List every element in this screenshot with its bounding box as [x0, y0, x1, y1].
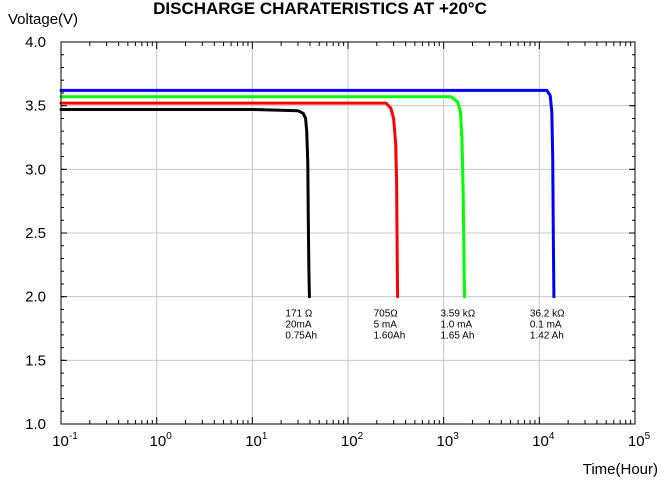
x-tick-base: 10 — [437, 433, 454, 450]
plot-frame — [60, 41, 636, 425]
x-tick-exponent: 0 — [166, 431, 172, 442]
y-tick-label: 4.0 — [25, 34, 46, 51]
curve-annotation-line: 705Ω — [374, 309, 399, 320]
y-tick-label: 3.0 — [25, 161, 46, 178]
discharge-curve-1 — [59, 108, 311, 299]
curve-annotation-line: 1.65 Ah — [440, 331, 474, 342]
curve-annotation-line: 5 mA — [374, 320, 398, 331]
x-tick-label: 103 — [437, 431, 460, 450]
curve-annotation-line: 36.2 kΩ — [530, 309, 565, 320]
series-layer — [59, 88, 556, 299]
x-tick-base: 10 — [245, 433, 262, 450]
y-tick-label: 2.0 — [25, 289, 46, 306]
x-tick-base: 10 — [532, 433, 549, 450]
chart-title: DISCHARGE CHARATERISTICS AT +20°C — [153, 0, 487, 18]
discharge-curve-4 — [59, 88, 556, 299]
curve-annotation-line: 1.0 mA — [440, 320, 472, 331]
curve-annotation-line: 20mA — [285, 320, 311, 331]
y-tick-label: 1.0 — [25, 416, 46, 433]
y-tick-label: 3.5 — [25, 98, 46, 115]
x-tick-labels: 10-1 100 101 102 103 104 105 — [52, 431, 650, 450]
x-tick-exponent: 2 — [358, 431, 364, 442]
x-tick-label: 10-1 — [52, 431, 78, 450]
x-axis-title: Time(Hour) — [583, 461, 658, 478]
x-tick-base: 10 — [628, 433, 645, 450]
x-tick-label: 104 — [532, 431, 555, 450]
y-tick-labels: 1.0 1.5 2.0 2.5 3.0 3.5 4.0 — [25, 34, 46, 433]
curve-annotation-line: 3.59 kΩ — [440, 309, 475, 320]
x-tick-exponent: 1 — [262, 431, 268, 442]
y-tick-label: 2.5 — [25, 225, 46, 242]
curve-annotation-line: 1.42 Ah — [530, 331, 564, 342]
curve-annotation-line: 0.75Ah — [285, 331, 317, 342]
x-tick-base: 10 — [52, 433, 69, 450]
grid — [61, 42, 635, 424]
x-tick-base: 10 — [150, 433, 167, 450]
discharge-curve-2 — [59, 101, 400, 299]
curve-annotation-line: 0.1 mA — [530, 320, 562, 331]
x-tick-label: 100 — [150, 431, 173, 450]
x-tick-exponent: 4 — [549, 431, 555, 442]
curve-annotation-line: 1.60Ah — [374, 331, 406, 342]
x-tick-label: 102 — [341, 431, 364, 450]
y-tick-label: 1.5 — [25, 352, 46, 369]
y-axis-title: Voltage(V) — [8, 11, 78, 28]
x-tick-base: 10 — [341, 433, 358, 450]
x-tick-exponent: 5 — [645, 431, 651, 442]
curve-annotation-line: 171 Ω — [285, 309, 312, 320]
x-tick-exponent: 3 — [453, 431, 459, 442]
x-tick-label: 105 — [628, 431, 651, 450]
discharge-curve-3 — [59, 95, 466, 299]
x-tick-label: 101 — [245, 431, 268, 450]
x-tick-exponent: -1 — [69, 431, 78, 442]
